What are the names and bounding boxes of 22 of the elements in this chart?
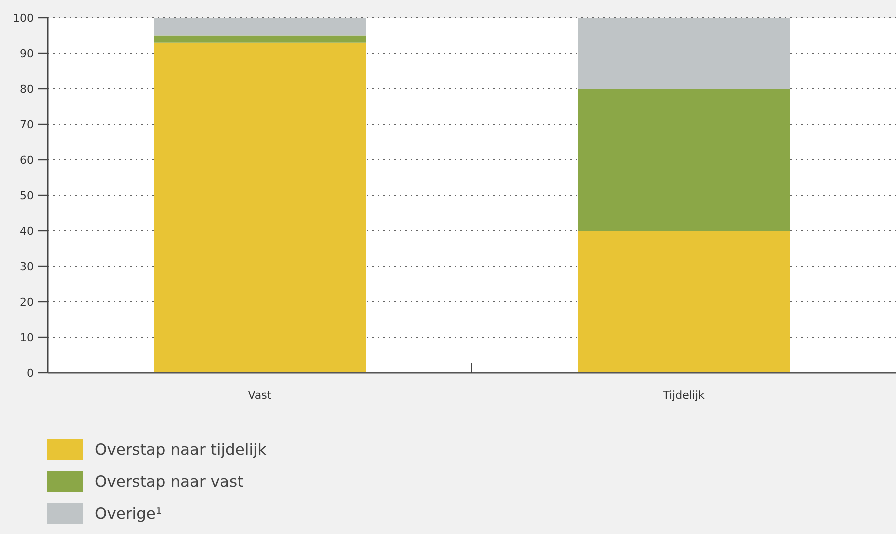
y-tick-label: 90 <box>20 47 34 60</box>
legend-label: Overstap naar tijdelijk <box>95 440 267 459</box>
y-tick-label: 100 <box>13 12 34 25</box>
bar <box>154 18 366 36</box>
y-tick-label: 80 <box>20 82 34 96</box>
y-tick-label: 30 <box>20 260 34 274</box>
y-tick-label: 50 <box>20 189 34 202</box>
legend-label: Overstap naar vast <box>95 472 244 491</box>
x-tick-label: Tijdelijk <box>662 389 706 402</box>
bar <box>578 18 790 89</box>
y-tick-label: 10 <box>20 331 34 344</box>
x-tick-label: Vast <box>248 389 272 402</box>
bar <box>578 89 790 231</box>
y-tick-label: 0 <box>27 366 34 380</box>
bar <box>154 42 366 373</box>
bar <box>154 36 366 43</box>
y-tick-label: 40 <box>20 224 34 238</box>
y-tick-label: 60 <box>20 154 34 167</box>
y-tick-label: 20 <box>20 296 34 309</box>
y-tick-label: 70 <box>20 118 34 132</box>
legend-label: Overige¹ <box>95 504 162 523</box>
bar <box>578 231 790 373</box>
